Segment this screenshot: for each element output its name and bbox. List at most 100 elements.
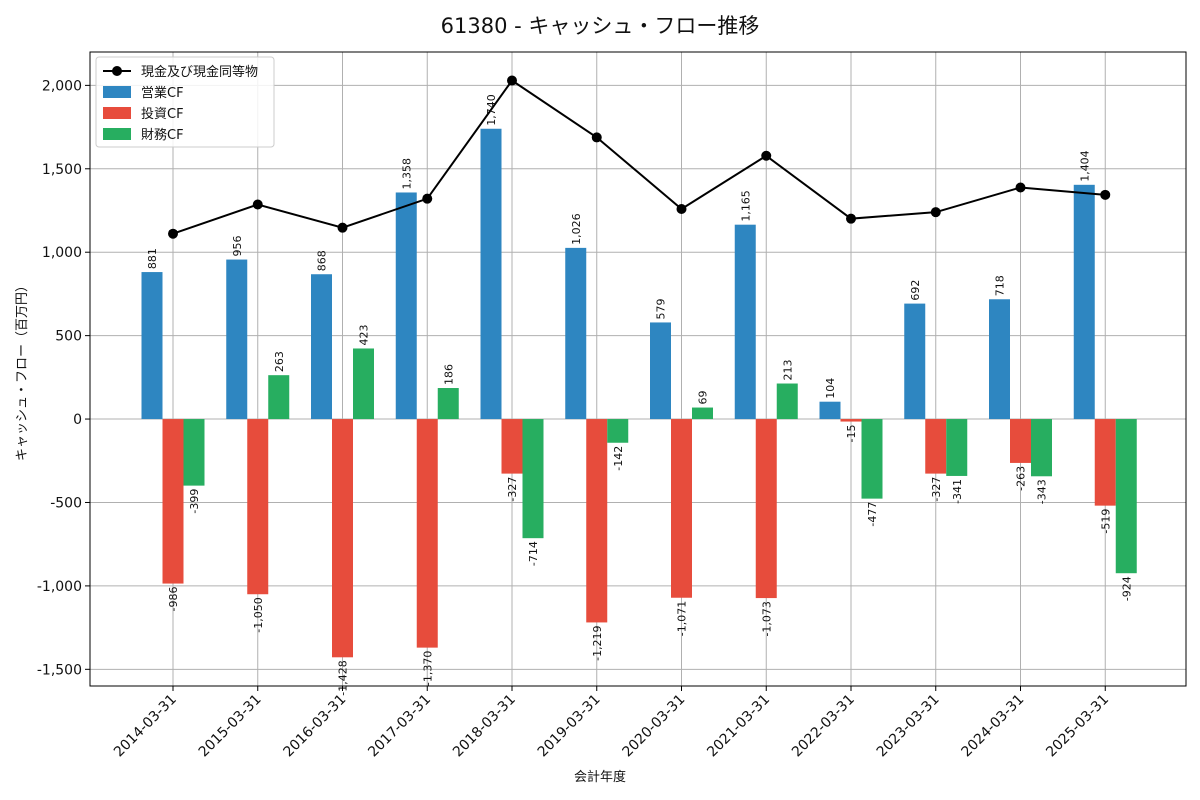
data-label: -924	[1120, 576, 1133, 601]
data-label: -343	[1036, 479, 1049, 504]
bar-財務CF-2015-03-31	[268, 375, 290, 420]
line-point	[1100, 189, 1111, 200]
bar-財務CF-2025-03-31	[1115, 419, 1137, 574]
y-axis-label: キャッシュ・フロー（百万円）	[15, 279, 30, 461]
bar-投資CF-2016-03-31	[332, 419, 353, 658]
line-point	[422, 193, 433, 204]
y-tick-label: 1,000	[42, 245, 82, 261]
bar-財務CF-2020-03-31	[692, 407, 713, 420]
legend-label: 営業CF	[141, 85, 184, 101]
bar-投資CF-2015-03-31	[247, 419, 269, 595]
data-label: -263	[1015, 466, 1028, 491]
data-label: 579	[655, 298, 668, 319]
bar-財務CF-2023-03-31	[946, 419, 968, 476]
bar-営業CF-2025-03-31	[1073, 184, 1095, 420]
legend-label: 財務CF	[141, 128, 184, 143]
x-axis-label: 会計年度	[574, 769, 626, 785]
bar-営業CF-2021-03-31	[734, 224, 756, 420]
legend-label: 投資CF	[141, 106, 184, 122]
line-cash-equivalents	[172, 79, 1106, 235]
bar-営業CF-2022-03-31	[819, 401, 841, 420]
bar-財務CF-2024-03-31	[1031, 419, 1052, 477]
data-label: 881	[146, 248, 159, 269]
line-point	[168, 228, 178, 239]
line-point	[930, 207, 941, 218]
bar-投資CF-2025-03-31	[1094, 419, 1116, 506]
plot-area-frame	[89, 51, 1187, 687]
bar-営業CF-2015-03-31	[226, 259, 248, 420]
bar-財務CF-2022-03-31	[861, 419, 883, 499]
bar-series-group	[141, 128, 1137, 658]
data-label: 1,026	[570, 213, 583, 245]
chart-title: 61380 - キャッシュ・フロー推移	[441, 14, 760, 38]
bar-投資CF-2023-03-31	[925, 419, 947, 474]
data-label: 1,165	[739, 190, 752, 222]
data-label: 1,358	[400, 158, 413, 190]
legend-box	[95, 56, 275, 148]
legend-swatch	[103, 86, 131, 98]
bar-投資CF-2024-03-31	[1010, 419, 1031, 463]
bar-財務CF-2014-03-31	[183, 419, 205, 486]
x-tick-label: 2019-03-31	[535, 692, 604, 761]
legend-label: 現金及び現金同等物	[141, 64, 258, 80]
x-tick-label: 2016-03-31	[280, 692, 349, 761]
data-label: 718	[994, 275, 1007, 296]
bar-投資CF-2019-03-31	[586, 419, 608, 623]
line-point	[337, 222, 348, 233]
data-label: -1,071	[676, 601, 689, 636]
x-tick-label: 2018-03-31	[450, 692, 519, 761]
line-point	[507, 75, 517, 86]
data-label: 692	[909, 280, 922, 301]
data-label: -327	[506, 477, 519, 502]
x-tick-label: 2020-03-31	[619, 692, 688, 761]
data-label: 186	[442, 364, 455, 385]
data-label: -519	[1099, 509, 1112, 534]
x-tick-label: 2025-03-31	[1043, 692, 1112, 761]
data-label: -1,370	[421, 651, 434, 686]
data-label: -399	[188, 489, 201, 514]
line-point	[676, 203, 687, 214]
data-label: -15	[845, 425, 858, 443]
data-label: 868	[316, 250, 329, 271]
line-point	[761, 150, 772, 161]
x-tick-label: 2014-03-31	[111, 692, 180, 761]
bar-財務CF-2021-03-31	[776, 383, 798, 420]
legend-swatch	[103, 107, 131, 119]
bar-財務CF-2018-03-31	[522, 419, 544, 539]
bar-営業CF-2014-03-31	[141, 272, 163, 420]
bar-投資CF-2020-03-31	[671, 419, 692, 598]
x-tick-label: 2022-03-31	[789, 692, 858, 761]
bar-財務CF-2019-03-31	[607, 419, 629, 443]
y-tick-label: 1,500	[42, 162, 82, 178]
bar-投資CF-2014-03-31	[162, 419, 184, 584]
data-label: 1,740	[485, 94, 498, 126]
bar-営業CF-2020-03-31	[650, 322, 671, 420]
data-label: 423	[358, 324, 371, 345]
data-label: -714	[527, 541, 540, 566]
bar-財務CF-2017-03-31	[437, 388, 459, 420]
data-label: -1,073	[760, 601, 773, 636]
data-label: 1,404	[1078, 150, 1091, 182]
y-tick-label: -500	[50, 495, 82, 511]
line-point	[252, 199, 263, 210]
x-tick-label: 2015-03-31	[196, 692, 265, 761]
x-tick-label: 2023-03-31	[874, 692, 943, 761]
bar-投資CF-2021-03-31	[755, 419, 777, 599]
legend-marker	[112, 66, 122, 76]
data-label: 213	[781, 360, 794, 381]
data-label: 69	[697, 391, 710, 405]
data-label: 263	[273, 351, 286, 372]
data-label: -142	[612, 446, 625, 471]
line-series-group	[168, 75, 1111, 239]
y-tick-label: 0	[73, 412, 82, 428]
y-tick-label: -1,500	[37, 662, 82, 678]
bar-投資CF-2018-03-31	[501, 419, 523, 474]
bar-投資CF-2017-03-31	[416, 419, 438, 648]
bar-営業CF-2019-03-31	[565, 247, 587, 420]
data-label: -986	[167, 587, 180, 612]
bar-営業CF-2023-03-31	[904, 303, 926, 420]
x-tick-label: 2024-03-31	[958, 692, 1027, 761]
legend-swatch	[103, 128, 131, 140]
